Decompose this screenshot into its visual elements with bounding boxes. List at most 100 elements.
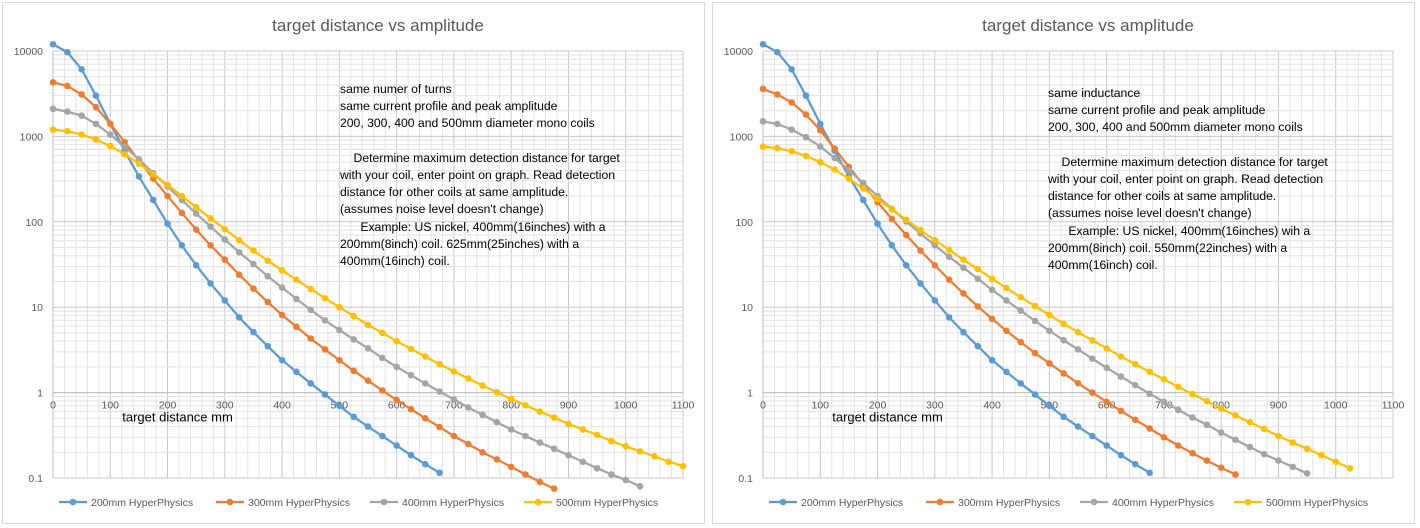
data-point xyxy=(479,448,486,456)
legend-label: 300mm HyperPhysics xyxy=(958,497,1060,509)
series-line xyxy=(762,87,1236,476)
chart-title: target distance vs amplitude xyxy=(982,16,1194,35)
x-axis-label: target distance mm xyxy=(122,410,233,425)
data-point xyxy=(1203,398,1211,405)
data-point xyxy=(1303,470,1311,477)
data-point xyxy=(393,363,400,371)
annotation-line: distance for other coils at same amplitu… xyxy=(1048,189,1277,204)
legend-label: 300mm HyperPhysics xyxy=(248,497,350,509)
data-point xyxy=(264,298,272,306)
data-point xyxy=(49,126,57,133)
data-point xyxy=(379,329,386,337)
data-point xyxy=(988,356,996,364)
data-point xyxy=(1203,421,1211,429)
data-point xyxy=(945,246,953,254)
data-point xyxy=(831,166,838,173)
data-point xyxy=(816,120,824,128)
data-point xyxy=(350,367,357,375)
y-tick-label: 100 xyxy=(735,217,753,229)
data-point xyxy=(78,112,85,119)
data-point xyxy=(788,147,795,155)
data-point xyxy=(945,276,953,283)
x-tick-label: 300 xyxy=(926,400,944,412)
x-axis-label: target distance mm xyxy=(832,410,943,425)
data-point xyxy=(250,328,257,336)
data-point xyxy=(759,85,767,93)
data-point xyxy=(1031,391,1039,398)
data-point xyxy=(278,267,286,274)
legend-swatch-marker xyxy=(1244,498,1252,506)
data-point xyxy=(802,111,810,118)
data-point xyxy=(1103,442,1110,449)
data-point xyxy=(393,442,400,449)
data-point xyxy=(493,388,501,396)
data-point xyxy=(164,181,171,189)
data-point xyxy=(1346,464,1354,472)
legend-label: 500mm HyperPhysics xyxy=(556,497,658,509)
chart-right: target distance vs amplitude 0 100 200 300 40… xyxy=(724,16,1405,509)
data-point xyxy=(64,127,71,135)
data-point xyxy=(493,418,501,426)
data-point xyxy=(931,261,939,269)
data-point xyxy=(1275,432,1282,440)
data-point xyxy=(464,375,472,382)
data-point xyxy=(250,260,257,268)
annotation-line: Determine maximum detection distance for… xyxy=(340,150,620,165)
data-point xyxy=(407,451,415,459)
data-point xyxy=(421,380,429,387)
data-point xyxy=(379,432,386,440)
data-point xyxy=(321,346,329,353)
data-point xyxy=(1131,460,1139,468)
series-3 xyxy=(49,126,687,470)
legend-label: 200mm HyperPhysics xyxy=(801,497,903,509)
data-point xyxy=(450,432,458,440)
data-point xyxy=(421,353,429,360)
data-point xyxy=(960,328,967,336)
annotation-line: 200, 300, 400 and 500mm diameter mono co… xyxy=(340,116,595,131)
x-tick-label: 100 xyxy=(102,400,120,412)
data-point xyxy=(1232,471,1239,478)
x-tick-label: 1000 xyxy=(614,400,638,412)
data-point xyxy=(264,257,272,265)
data-point xyxy=(859,179,867,187)
data-point xyxy=(902,216,910,223)
data-point xyxy=(235,236,243,244)
legend-swatch-marker xyxy=(779,498,787,506)
y-tick-label: 1000 xyxy=(730,131,754,143)
data-point xyxy=(106,131,114,138)
data-point xyxy=(307,306,315,314)
data-point xyxy=(479,411,486,419)
data-point xyxy=(974,265,982,273)
data-point xyxy=(293,323,300,331)
data-point xyxy=(264,342,272,350)
data-point xyxy=(550,414,558,421)
data-point xyxy=(49,79,57,86)
data-point xyxy=(931,236,939,244)
x-tick-label: 300 xyxy=(216,400,234,412)
data-point xyxy=(579,458,587,466)
data-point xyxy=(1189,449,1196,457)
data-point xyxy=(1232,436,1239,444)
data-point xyxy=(565,420,572,428)
annotation-line: 200mm(8inch) coil. 625mm(25inches) with … xyxy=(340,236,580,251)
data-point xyxy=(1160,376,1168,383)
data-point xyxy=(49,105,57,113)
data-point xyxy=(321,391,329,398)
data-point xyxy=(1103,398,1110,406)
data-point xyxy=(945,314,953,321)
data-point xyxy=(192,226,200,233)
data-point xyxy=(1103,345,1110,352)
data-point xyxy=(1017,293,1025,301)
data-point xyxy=(622,443,630,450)
data-point xyxy=(945,253,953,261)
x-tick-label: 0 xyxy=(50,400,56,412)
data-point xyxy=(336,326,343,334)
x-tick-label: 700 xyxy=(1155,400,1173,412)
y-tick-label: 1 xyxy=(747,388,753,400)
legend-label: 200mm HyperPhysics xyxy=(91,497,193,509)
data-point xyxy=(1289,439,1297,446)
annotation-line: same inductance xyxy=(1048,86,1141,100)
data-point xyxy=(1003,284,1010,292)
data-point xyxy=(235,248,243,256)
data-point xyxy=(1089,389,1096,396)
